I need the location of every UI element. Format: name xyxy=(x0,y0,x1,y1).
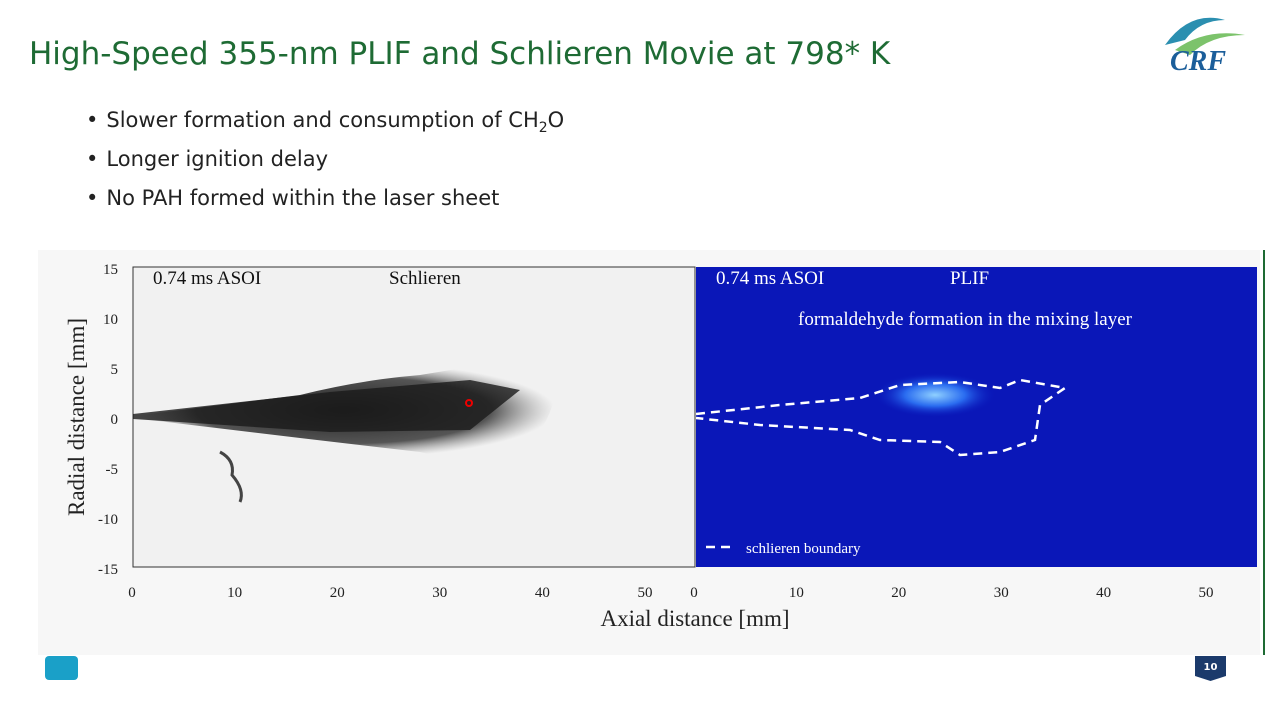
page-number: 10 xyxy=(1204,662,1218,673)
sandia-logo xyxy=(45,656,78,680)
bullet-text: Longer ignition delay xyxy=(106,147,329,171)
panel-note: formaldehyde formation in the mixing lay… xyxy=(798,309,1133,330)
bullet-text: Slower formation and consumption of CH xyxy=(106,108,539,132)
y-axis-label: Radial distance [mm] xyxy=(64,318,89,516)
panel-time: 0.74 ms ASOI xyxy=(716,268,824,289)
panel-label: PLIF xyxy=(950,268,989,289)
logo-swoosh xyxy=(1165,17,1225,45)
y-tick-label: -10 xyxy=(98,512,118,528)
x-tick-label: 50 xyxy=(638,585,653,601)
x-tick-label: 30 xyxy=(994,585,1009,601)
crf-logo: CRF xyxy=(1165,17,1245,77)
x-tick-label: 30 xyxy=(432,585,447,601)
subscript: 2 xyxy=(538,120,548,137)
x-tick-label: 40 xyxy=(535,585,550,601)
y-tick-label: 5 xyxy=(111,362,119,378)
plif-panel xyxy=(696,267,1257,567)
page-badge xyxy=(1195,656,1226,681)
x-tick-label: 10 xyxy=(789,585,804,601)
logo-text: CRF xyxy=(1170,46,1226,77)
formaldehyde-signal xyxy=(875,373,995,417)
y-tick-label: 10 xyxy=(103,312,118,328)
y-tick-label: -15 xyxy=(98,562,118,578)
bullet: Longer ignition delay xyxy=(86,147,564,186)
y-tick-label: 15 xyxy=(103,262,118,278)
panel-label: Schlieren xyxy=(389,268,461,289)
legend-label: schlieren boundary xyxy=(746,541,861,557)
x-tick-label: 20 xyxy=(330,585,345,601)
x-tick-label: 0 xyxy=(128,585,136,601)
bullet-text: O xyxy=(547,108,565,132)
bullet: Slower formation and consumption of CH2O xyxy=(86,108,564,147)
panel-time: 0.74 ms ASOI xyxy=(153,268,261,289)
logo-swoosh xyxy=(1175,33,1245,55)
marker xyxy=(465,399,473,407)
spray-core xyxy=(133,380,520,432)
y-tick-label: -5 xyxy=(106,462,119,478)
x-tick-label: 40 xyxy=(1096,585,1111,601)
droplet-trace xyxy=(219,450,243,503)
bullet-list: Slower formation and consumption of CH2O… xyxy=(86,108,564,225)
x-tick-label: 50 xyxy=(1199,585,1214,601)
x-axis-label: Axial distance [mm] xyxy=(600,606,789,631)
x-tick-label: 0 xyxy=(690,585,698,601)
bullet-text: No PAH formed within the laser sheet xyxy=(106,186,500,210)
bullet: No PAH formed within the laser sheet xyxy=(86,186,564,225)
x-tick-label: 10 xyxy=(227,585,242,601)
slide-title: High-Speed 355-nm PLIF and Schlieren Mov… xyxy=(29,36,891,72)
x-tick-label: 20 xyxy=(891,585,906,601)
y-tick-label: 0 xyxy=(111,412,119,428)
